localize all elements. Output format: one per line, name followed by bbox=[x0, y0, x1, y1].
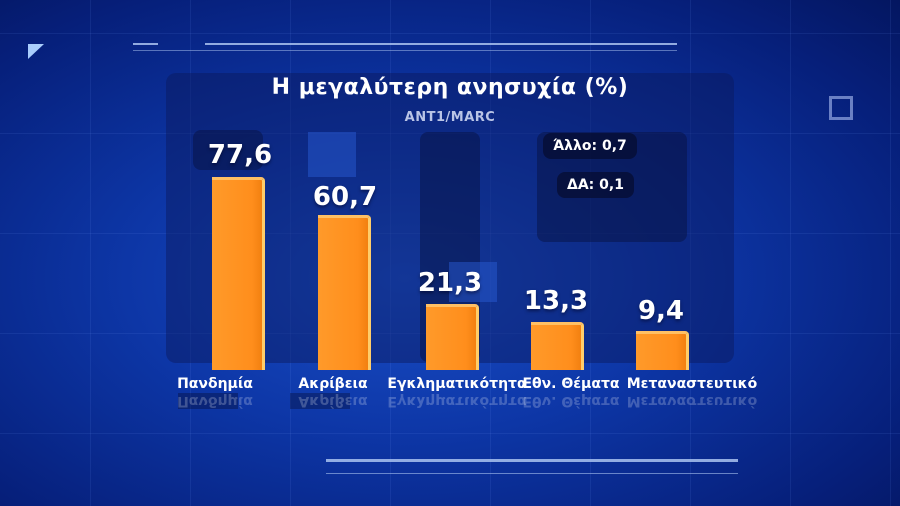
bar-shadow bbox=[178, 393, 238, 409]
top-decor-line bbox=[133, 50, 677, 51]
bg-tile bbox=[308, 132, 356, 177]
bg-tile bbox=[449, 262, 497, 302]
bar-prices bbox=[318, 215, 371, 370]
bar-migration bbox=[636, 331, 689, 370]
bg-tile bbox=[193, 130, 263, 170]
bar-label: Πανδημία bbox=[177, 376, 253, 392]
bar-national-issues bbox=[531, 322, 584, 370]
bar-shadow bbox=[290, 393, 350, 409]
chart-source: ANT1/MARC bbox=[404, 110, 496, 125]
bar-label-reflection: Μεταναστευτικό bbox=[626, 393, 758, 409]
bar-label: Μεταναστευτικό bbox=[626, 376, 758, 392]
bar-label: Εγκληματικότητα bbox=[387, 376, 527, 392]
bottom-decor-line bbox=[326, 459, 738, 462]
bar-value: 21,3 bbox=[417, 268, 483, 298]
bar-value: 77,6 bbox=[207, 140, 273, 170]
bar-value: 60,7 bbox=[312, 182, 378, 212]
bottom-decor-line bbox=[326, 473, 738, 474]
bar-label: Ακρίβεια bbox=[298, 376, 368, 392]
bar-value: 13,3 bbox=[523, 286, 589, 316]
top-decor-line bbox=[133, 43, 158, 45]
note-dk: ΔΑ: 0,1 bbox=[557, 172, 634, 198]
bar-crime bbox=[426, 304, 479, 370]
chart-title: Η μεγαλύτερη ανησυχία (%) bbox=[271, 75, 629, 100]
bar-label: Εθν. Θέματα bbox=[522, 376, 620, 392]
bar-pandemic bbox=[212, 177, 265, 370]
note-other: Άλλο: 0,7 bbox=[543, 133, 637, 159]
square-outline-icon bbox=[829, 96, 853, 120]
top-decor-line bbox=[205, 43, 677, 45]
corner-triangle-icon bbox=[28, 44, 44, 59]
bar-value: 9,4 bbox=[637, 296, 685, 326]
